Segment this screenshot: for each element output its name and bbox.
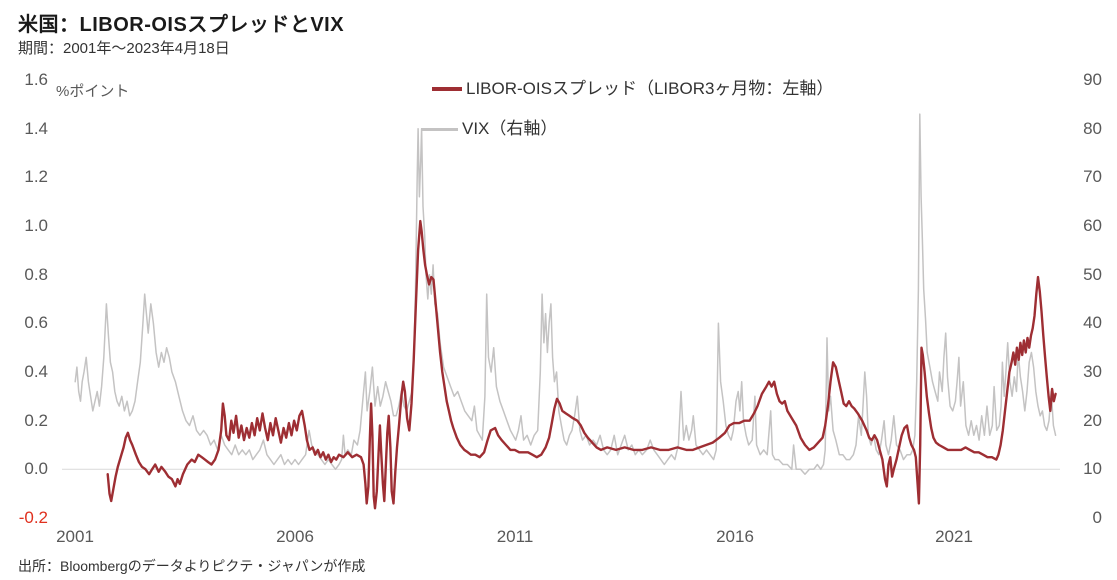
y-axis-right-tick-50: 50 <box>1083 265 1102 284</box>
libor-ois-legend-swatch <box>432 87 462 91</box>
y-axis-left-tick-1.0: 1.0 <box>24 216 48 235</box>
x-axis-tick-2011: 2011 <box>496 527 534 546</box>
y-axis-left-tick-0.6: 0.6 <box>24 313 48 332</box>
source-note: 出所：Bloombergのデータよりピクテ・ジャパンが作成 <box>18 558 366 574</box>
y-axis-left-tick-1.2: 1.2 <box>24 167 48 186</box>
legend-item-vix: VIX（右軸） <box>421 119 557 139</box>
libor-ois-line <box>106 219 1057 510</box>
x-axis-tick-2006: 2006 <box>276 527 314 546</box>
vix-legend-swatch <box>421 127 458 131</box>
chart-period-subtitle: 期間：2001年～2023年4月18日 <box>18 40 230 57</box>
x-axis-tick-2016: 2016 <box>716 527 754 546</box>
y-axis-left-tick-0.4: 0.4 <box>24 362 48 381</box>
y-axis-left-tick--0.2: -0.2 <box>18 508 48 527</box>
legend-item-libor-ois: LIBOR-OISスプレッド（LIBOR3ヶ月物：左軸） <box>432 79 833 99</box>
y-axis-right-tick-10: 10 <box>1083 459 1102 478</box>
y-axis-right-tick-60: 60 <box>1083 216 1102 235</box>
y-axis-left-tick-0.2: 0.2 <box>24 411 48 430</box>
left-axis-unit-label: %ポイント <box>56 83 130 100</box>
y-axis-left-tick-1.4: 1.4 <box>24 119 48 138</box>
y-axis-right-tick-70: 70 <box>1083 167 1102 186</box>
y-axis-left-tick-0.0: 0.0 <box>24 459 48 478</box>
vix-legend-label: VIX（右軸） <box>462 119 558 138</box>
y-axis-right-tick-40: 40 <box>1083 313 1102 332</box>
y-axis-right-tick-20: 20 <box>1083 411 1102 430</box>
y-axis-right-tick-30: 30 <box>1083 362 1102 381</box>
x-axis-tick-2021: 2021 <box>935 527 973 546</box>
y-axis-left-tick-1.6: 1.6 <box>24 70 48 89</box>
page-title: 米国：LIBOR-OISスプレッドとVIX <box>18 14 345 36</box>
y-axis-right-tick-0: 0 <box>1092 508 1102 527</box>
y-axis-right-tick-80: 80 <box>1083 119 1102 138</box>
libor-ois-legend-label: LIBOR-OISスプレッド（LIBOR3ヶ月物：左軸） <box>466 79 834 98</box>
y-axis-right-tick-90: 90 <box>1083 70 1102 89</box>
x-axis-tick-2001: 2001 <box>56 527 94 546</box>
vix-line <box>74 113 1057 475</box>
y-axis-left-tick-0.8: 0.8 <box>24 265 48 284</box>
